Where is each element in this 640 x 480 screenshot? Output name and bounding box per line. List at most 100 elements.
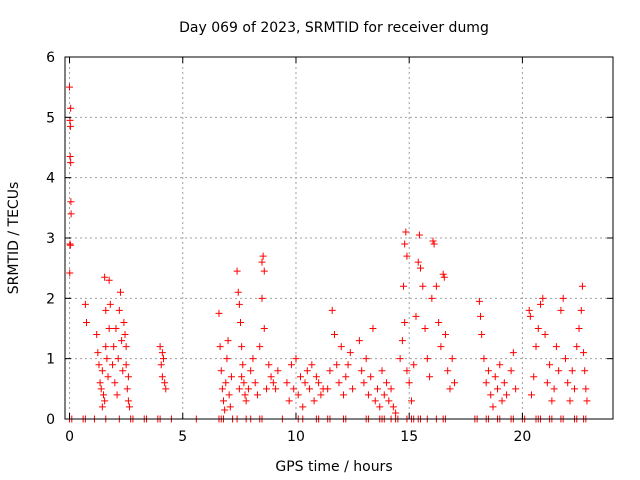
data-point	[272, 385, 280, 393]
data-point	[66, 116, 74, 124]
data-point	[403, 252, 411, 260]
data-point	[236, 318, 244, 326]
data-point	[106, 300, 114, 308]
data-point	[396, 355, 404, 363]
data-point	[532, 343, 540, 351]
data-point	[238, 343, 246, 351]
data-point	[218, 385, 226, 393]
data-point	[233, 267, 241, 275]
data-point	[580, 349, 588, 357]
data-point	[95, 361, 103, 369]
data-point	[112, 325, 120, 332]
data-point	[448, 355, 456, 363]
data-point	[308, 361, 316, 369]
data-point	[550, 385, 558, 393]
data-point	[498, 397, 506, 405]
data-point	[259, 252, 267, 260]
data-point	[403, 367, 411, 375]
data-point	[253, 391, 261, 399]
data-point	[122, 343, 130, 351]
y-tick-label: 4	[46, 171, 55, 187]
y-tick-label: 6	[46, 50, 55, 66]
data-point	[215, 309, 223, 317]
x-tick-label: 20	[514, 429, 532, 445]
x-tick-label: 0	[65, 429, 74, 445]
data-point	[105, 276, 113, 284]
data-point	[546, 361, 554, 369]
data-point	[475, 297, 483, 305]
y-tick-label: 1	[46, 352, 55, 368]
data-point	[478, 331, 486, 339]
data-point	[118, 337, 126, 345]
data-point	[251, 379, 259, 387]
data-point	[362, 355, 370, 363]
data-point	[419, 282, 427, 290]
data-point	[429, 237, 437, 245]
data-point	[283, 379, 291, 387]
y-tick-label: 0	[46, 412, 55, 428]
data-point	[116, 288, 124, 296]
data-point	[124, 373, 132, 381]
data-point	[367, 373, 375, 381]
data-point	[216, 343, 224, 351]
data-point	[66, 269, 74, 277]
data-point	[267, 373, 275, 381]
data-point	[227, 373, 235, 381]
x-tick-label: 5	[178, 429, 187, 445]
data-point	[385, 397, 393, 405]
data-point	[109, 361, 117, 369]
data-point	[582, 385, 590, 393]
data-point	[220, 397, 228, 405]
data-point	[444, 367, 452, 375]
data-point	[226, 403, 234, 411]
data-point	[494, 385, 502, 393]
data-point	[412, 312, 420, 320]
x-tick-label: 15	[400, 429, 418, 445]
data-point	[157, 361, 165, 369]
data-point	[450, 379, 458, 387]
data-point	[355, 337, 363, 345]
data-point	[158, 349, 166, 357]
data-point	[126, 403, 134, 411]
data-point	[67, 159, 75, 167]
data-point	[380, 391, 388, 399]
data-point	[292, 355, 300, 363]
data-point	[487, 391, 495, 399]
data-point	[407, 397, 415, 405]
data-point	[555, 367, 563, 375]
data-point	[235, 300, 243, 308]
data-point	[489, 403, 497, 411]
data-point	[360, 379, 368, 387]
data-point	[441, 331, 449, 339]
data-point	[242, 397, 250, 405]
data-point	[373, 385, 381, 393]
data-point	[364, 391, 372, 399]
data-point	[93, 331, 101, 339]
data-point	[500, 379, 508, 387]
data-point	[484, 367, 492, 375]
data-point	[566, 397, 574, 405]
data-point	[306, 385, 314, 393]
data-point	[315, 379, 323, 387]
data-point	[111, 379, 119, 387]
data-point	[440, 273, 448, 281]
data-point	[223, 355, 231, 363]
data-point	[217, 367, 225, 375]
data-point	[263, 385, 271, 393]
y-axis-label: SRMTID / TECUs	[6, 182, 22, 295]
data-point	[333, 361, 341, 369]
data-point	[312, 373, 320, 381]
data-point	[161, 379, 169, 387]
data-point	[527, 391, 535, 399]
data-point	[541, 331, 549, 339]
data-point	[371, 397, 379, 405]
data-point	[274, 367, 282, 375]
data-point	[244, 385, 252, 393]
data-point	[67, 104, 75, 112]
data-point	[258, 258, 266, 266]
data-point	[67, 198, 75, 206]
data-point	[559, 294, 567, 302]
data-point	[96, 379, 104, 387]
data-point	[402, 228, 410, 236]
x-tick-label: 10	[287, 429, 305, 445]
